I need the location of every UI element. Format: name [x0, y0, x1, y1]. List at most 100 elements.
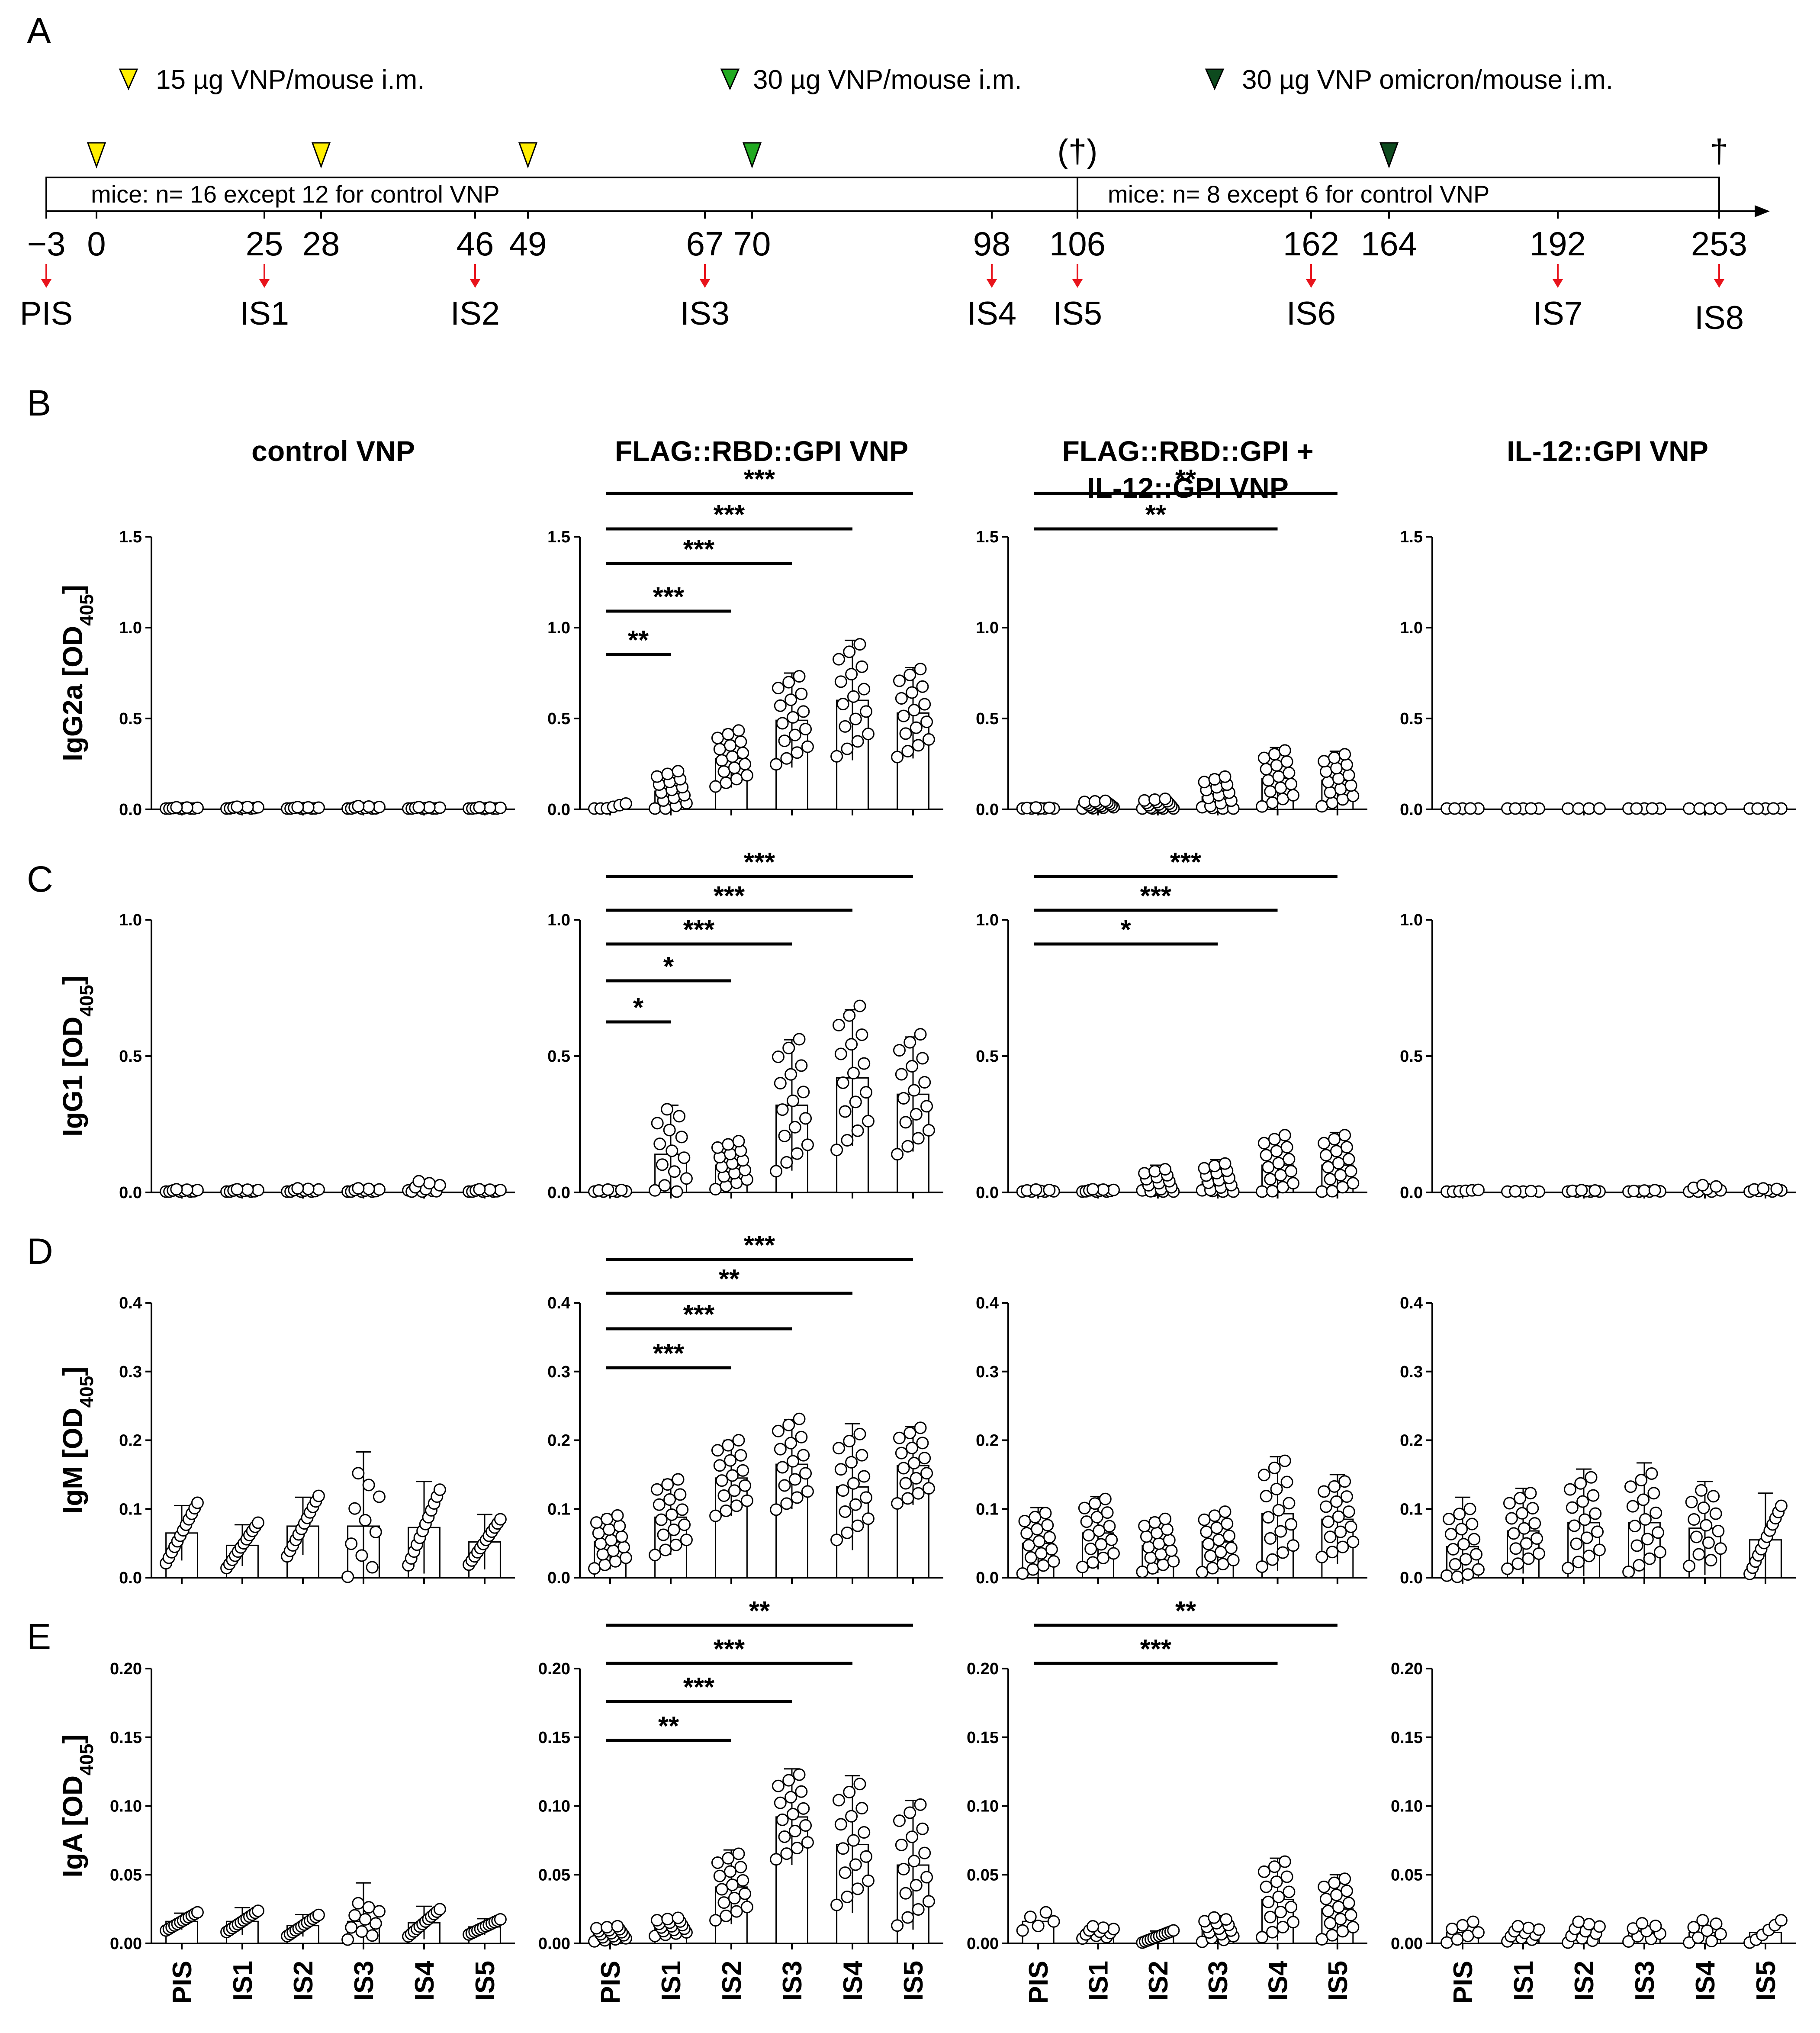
data-point: [1274, 781, 1287, 794]
data-point: [795, 1059, 808, 1072]
data-point: [1650, 1506, 1662, 1519]
data-point: [1328, 1133, 1341, 1146]
y-tick-label: 1.5: [976, 528, 999, 546]
data-point: [650, 1483, 663, 1496]
y-tick-label: 0.0: [976, 1184, 999, 1202]
data-point: [1704, 802, 1717, 815]
x-category-pis: PIS: [596, 1961, 626, 2004]
x-category-is4: IS4: [1691, 1960, 1720, 2001]
igg2a-plot-4: 0.0 0.5 1.0 1.5: [1400, 528, 1796, 819]
data-point: [1524, 1487, 1537, 1500]
data-point: [345, 1921, 358, 1934]
igg1-plot-4: 0.0 0.5 1.0: [1400, 911, 1796, 1202]
data-point: [1328, 751, 1341, 764]
data-point: [795, 687, 808, 700]
significance-label: **: [1175, 1596, 1196, 1626]
data-point: [920, 1100, 933, 1113]
y-tick-label: 0.05: [1391, 1866, 1423, 1884]
data-point: [1509, 1542, 1522, 1555]
y-tick-label: 0.3: [1400, 1363, 1423, 1381]
data-point: [663, 1124, 676, 1137]
data-point: [726, 1469, 739, 1482]
data-point: [895, 1447, 908, 1460]
data-point: [680, 1534, 693, 1546]
data-point: [1582, 1918, 1595, 1931]
data-point: [839, 720, 852, 733]
day-28: 28: [302, 225, 340, 263]
data-point: [362, 800, 375, 813]
data-point: [1334, 1169, 1347, 1182]
data-point: [1330, 762, 1343, 775]
data-point: [1572, 1556, 1585, 1569]
data-point: [433, 1903, 446, 1916]
y-tick-label: 0.15: [967, 1729, 999, 1747]
data-point: [1225, 1541, 1238, 1554]
data-point: [853, 638, 866, 651]
data-point: [1472, 1563, 1485, 1576]
y-tick-label: 0.1: [976, 1500, 999, 1518]
data-point: [1342, 1153, 1355, 1166]
data-point: [860, 1491, 873, 1504]
data-point: [778, 735, 791, 747]
data-point: [793, 1768, 806, 1781]
data-point: [1159, 1512, 1172, 1525]
panel-label-c: C: [27, 859, 53, 899]
data-point: [251, 1184, 264, 1197]
data-point: [676, 1503, 689, 1516]
igg1-y-axis-label: IgG1 [OD405]: [57, 976, 97, 1137]
data-point: [1283, 1885, 1296, 1898]
data-point: [922, 1895, 935, 1908]
y-tick-label: 0.1: [547, 1500, 570, 1518]
data-point: [1466, 1915, 1479, 1928]
y-tick-label: 0.05: [967, 1866, 999, 1884]
data-point: [672, 765, 685, 778]
significance-label: **: [749, 1596, 770, 1626]
data-point: [1589, 1507, 1602, 1520]
group-title-control: control VNP: [251, 435, 415, 467]
data-point: [1029, 1183, 1042, 1196]
data-point: [1270, 759, 1283, 772]
data-point: [799, 1467, 812, 1480]
data-point: [1256, 800, 1269, 813]
data-point: [1757, 1182, 1770, 1195]
data-point: [312, 1908, 325, 1921]
data-point: [801, 1485, 814, 1498]
data-point: [1041, 1519, 1054, 1532]
data-point: [1095, 1538, 1108, 1551]
significance-label: ***: [1170, 847, 1202, 877]
data-point: [1087, 1920, 1100, 1933]
data-point: [786, 1094, 799, 1107]
data-point: [1159, 793, 1172, 805]
data-point: [291, 801, 304, 814]
data-point: [1328, 1876, 1341, 1889]
data-point: [891, 1497, 904, 1510]
data-point: [241, 1183, 254, 1196]
data-point: [1016, 1924, 1029, 1937]
data-point: [851, 735, 864, 748]
data-point: [895, 1838, 908, 1851]
data-point: [786, 1455, 799, 1468]
data-point: [661, 1478, 674, 1491]
data-point: [713, 743, 726, 756]
data-point: [795, 1431, 808, 1443]
y-tick-label: 0.00: [110, 1935, 142, 1953]
data-point: [788, 1473, 801, 1486]
data-point: [1318, 1137, 1331, 1150]
data-point: [918, 1076, 931, 1089]
data-point: [1582, 1550, 1595, 1563]
data-point: [373, 1183, 386, 1196]
timeline-box1-label: mice: n= 16 except 12 for control VNP: [91, 180, 500, 208]
data-point: [1101, 1506, 1114, 1519]
data-point: [1464, 802, 1477, 815]
data-point: [1524, 802, 1537, 815]
data-point: [847, 1477, 860, 1490]
data-point: [1138, 794, 1151, 807]
data-point: [1274, 1525, 1287, 1538]
y-tick-label: 0.15: [110, 1729, 142, 1747]
data-point: [1526, 1502, 1539, 1515]
data-point: [1227, 1553, 1240, 1566]
data-point: [1628, 1520, 1641, 1533]
data-point: [341, 1570, 354, 1583]
data-point: [785, 693, 797, 706]
